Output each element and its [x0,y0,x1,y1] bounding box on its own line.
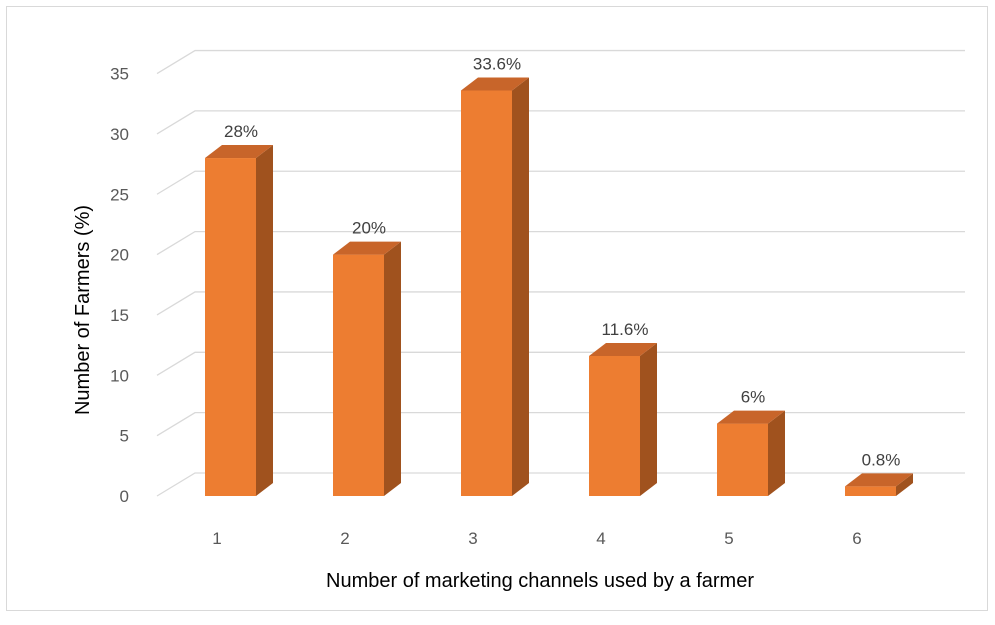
y-tick-label: 10 [110,366,129,385]
y-axis-title: Number of Farmers (%) [72,205,94,415]
gridlines [156,49,965,497]
bar [589,342,657,496]
gridline [156,351,965,376]
gridline [156,170,965,195]
y-tick-label: 15 [110,306,129,325]
y-tick-label: 35 [110,65,129,84]
y-tick-label: 5 [120,427,129,446]
gridline [156,110,965,135]
data-label: 11.6% [602,320,649,339]
x-tick-label: 4 [596,529,605,548]
data-label: 33.6% [473,54,521,73]
gridline [156,49,965,75]
data-label: 0.8% [862,450,901,469]
bar [845,473,913,496]
gridline [156,291,965,316]
y-tick-label: 0 [120,487,129,506]
x-tick-label: 3 [468,529,477,548]
data-label: 6% [741,388,766,407]
x-tick-label: 1 [212,529,221,548]
gridline [156,412,965,437]
data-labels: 28% 20% 33.6% 11.6% 6% 0.8% [224,54,900,469]
bar [333,241,401,496]
gridline [156,472,965,497]
x-axis-title: Number of marketing channels used by a f… [326,570,754,592]
bar [205,145,273,497]
data-label: 20% [352,219,386,238]
x-tick-label: 6 [852,529,861,548]
gridline [156,230,965,256]
y-tick-label: 30 [110,125,129,144]
x-axis-ticks: 1 2 3 4 5 6 [212,529,861,548]
x-tick-label: 2 [340,529,349,548]
bar [717,410,785,496]
bar [461,77,529,496]
data-label: 28% [224,122,258,141]
x-tick-label: 5 [724,529,733,548]
y-tick-label: 25 [110,185,129,204]
y-axis-ticks: 0 5 10 15 20 25 30 35 [110,65,129,506]
y-tick-label: 20 [110,246,129,265]
bars [205,77,913,497]
